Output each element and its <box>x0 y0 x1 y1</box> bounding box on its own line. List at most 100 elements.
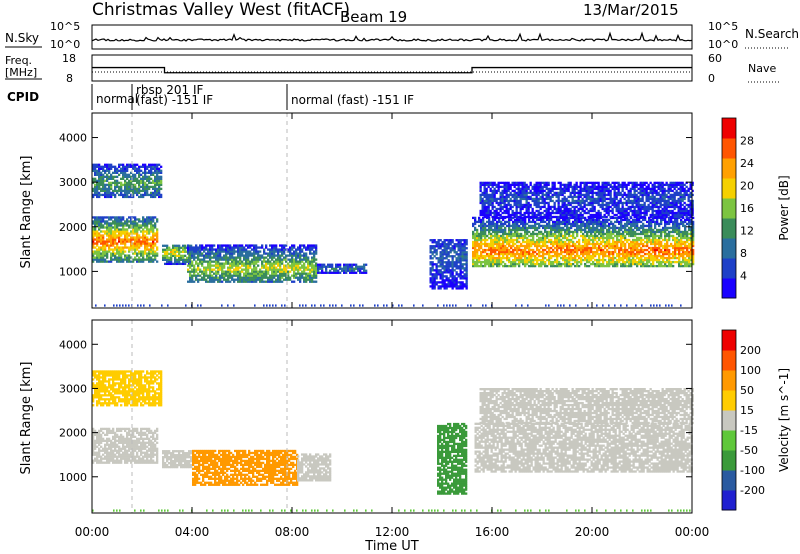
heatmap-cell <box>560 256 563 260</box>
heatmap-cell <box>435 271 438 274</box>
heatmap-cell <box>596 262 599 266</box>
heatmap-cell <box>536 234 539 238</box>
heatmap-cell <box>499 201 502 205</box>
heatmap-cell <box>484 240 487 244</box>
heatmap-cell <box>225 248 228 251</box>
heatmap-cell <box>576 226 579 230</box>
heatmap-cell <box>138 173 141 176</box>
heatmap-cell <box>528 252 531 256</box>
heatmap-cell <box>114 224 117 227</box>
heatmap-cell <box>486 260 489 264</box>
heatmap-cell <box>562 246 565 250</box>
heatmap-cell <box>132 193 135 197</box>
heatmap-cell <box>437 285 440 288</box>
heatmap-cell <box>257 274 260 277</box>
heatmap-cell <box>136 226 139 229</box>
heatmap-cell <box>678 238 681 242</box>
heatmap-cell <box>604 232 607 236</box>
heatmap-cell <box>620 256 623 260</box>
heatmap-cell <box>658 230 661 234</box>
heatmap-cell <box>658 222 661 226</box>
heatmap-cell <box>142 216 145 219</box>
heatmap-cell <box>445 263 448 266</box>
heatmap-cell <box>311 278 314 281</box>
heatmap-cell <box>500 242 503 246</box>
heatmap-cell <box>610 250 613 254</box>
heatmap-cell <box>323 271 326 274</box>
heatmap-cell <box>203 268 206 271</box>
heatmap-cell <box>287 264 290 267</box>
heatmap-cell <box>692 220 695 224</box>
heatmap-cell <box>156 220 159 223</box>
heatmap-cell <box>499 199 502 203</box>
heatmap-cell <box>435 263 438 266</box>
heatmap-cell <box>620 262 623 266</box>
heatmap-cell <box>650 220 653 224</box>
heatmap-cell <box>638 238 641 242</box>
heatmap-cell <box>120 216 123 219</box>
heatmap-cell <box>130 218 133 221</box>
heatmap-cell <box>124 189 127 193</box>
heatmap-cell <box>506 254 509 258</box>
heatmap-cell <box>562 250 565 254</box>
heatmap-cell <box>191 246 194 249</box>
heatmap-cell <box>654 238 657 242</box>
heatmap-cell <box>505 199 508 203</box>
heatmap-cell <box>572 244 575 248</box>
heatmap-cell <box>630 220 633 224</box>
heatmap-cell <box>616 254 619 258</box>
heatmap-cell <box>130 236 133 239</box>
heatmap-cell <box>562 240 565 244</box>
heatmap-cell <box>512 250 515 254</box>
heatmap-cell <box>490 222 493 226</box>
heatmap-cell <box>104 222 107 225</box>
heatmap-cell <box>441 263 444 266</box>
heatmap-cell <box>476 256 479 260</box>
heatmap-cell <box>580 230 583 234</box>
heatmap-cell <box>116 191 119 195</box>
heatmap-cell <box>259 280 262 283</box>
heatmap-cell <box>152 218 155 221</box>
heatmap-cell <box>439 261 442 264</box>
heatmap-cell <box>614 216 617 220</box>
heatmap-cell <box>453 285 456 288</box>
heatmap-cell <box>275 272 278 275</box>
heatmap-cell <box>439 265 442 268</box>
heatmap-cell <box>472 262 475 266</box>
heatmap-cell <box>459 259 462 262</box>
heatmap-cell <box>570 254 573 258</box>
heatmap-cell <box>128 163 131 166</box>
heatmap-cell <box>602 250 605 254</box>
heatmap-cell <box>489 209 492 213</box>
heatmap-cell <box>496 264 499 268</box>
heatmap-cell <box>503 189 506 193</box>
heatmap-cell <box>343 269 346 272</box>
heatmap-cell <box>588 222 591 226</box>
heatmap-cell <box>463 285 466 288</box>
heatmap-cell <box>606 236 609 240</box>
heatmap-cell <box>662 230 665 234</box>
heatmap-cell <box>505 189 508 193</box>
heatmap-cell <box>315 274 318 277</box>
heatmap-cell <box>459 277 462 280</box>
heatmap-cell <box>628 242 631 246</box>
heatmap-cell <box>443 247 446 250</box>
heatmap-cell <box>235 270 238 273</box>
heatmap-cell <box>138 228 141 231</box>
heatmap-cell <box>209 268 212 271</box>
heatmap-cell <box>281 246 284 249</box>
heatmap-cell <box>604 226 607 230</box>
heatmap-cell <box>309 272 312 275</box>
heatmap-cell <box>269 260 272 263</box>
heatmap-cell <box>494 224 497 228</box>
heatmap-cell <box>150 165 153 168</box>
heatmap-cell <box>652 262 655 266</box>
heatmap-cell <box>568 242 571 246</box>
heatmap-cell <box>120 169 123 172</box>
heatmap-cell <box>241 270 244 273</box>
heatmap-cell <box>488 218 491 222</box>
heatmap-cell <box>455 283 458 286</box>
heatmap-cell <box>142 185 145 189</box>
heatmap-cell <box>429 239 432 242</box>
